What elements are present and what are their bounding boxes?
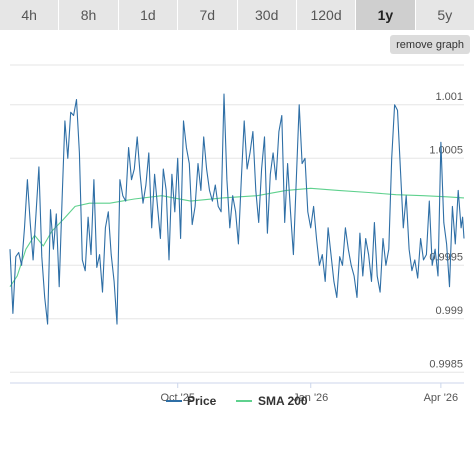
series-line-price [9,93,465,325]
y-tick-label: 0.9985 [429,358,463,370]
y-tick-label: 0.9995 [429,251,463,263]
y-tick-label: 1.001 [435,91,463,103]
y-axis: 0.9985 0.999 0.9995 1.0005 1.001 [429,91,463,370]
legend-label-sma-200[interactable]: SMA 200 [258,394,308,408]
range-tab-1d[interactable]: 1d [118,0,179,30]
y-tick-label: 1.0005 [429,144,463,156]
range-tab-4h[interactable]: 4h [0,0,60,30]
x-tick-label: Apr '26 [424,392,459,404]
range-tab-5y[interactable]: 5y [415,0,474,30]
grid-lines [10,64,464,373]
legend-label-price[interactable]: Price [187,394,217,408]
range-tab-1y[interactable]: 1y [356,0,416,30]
legend: Price SMA 200 [166,394,308,408]
x-axis: Oct '25 Jan '26 Apr '26 [10,382,464,404]
series-line-sma-200 [9,187,465,288]
range-tab-30d[interactable]: 30d [237,0,297,30]
y-tick-label: 0.999 [435,305,463,317]
range-tab-8h[interactable]: 8h [59,0,119,30]
time-range-tabs: 4h 8h 1d 7d 30d 120d 1y 5y [0,0,474,30]
x-tick-label: Jan '26 [293,392,328,404]
range-tab-7d[interactable]: 7d [178,0,238,30]
remove-graph-button[interactable]: remove graph [390,35,470,54]
series-layer [9,93,465,325]
range-tab-120d[interactable]: 120d [296,0,357,30]
